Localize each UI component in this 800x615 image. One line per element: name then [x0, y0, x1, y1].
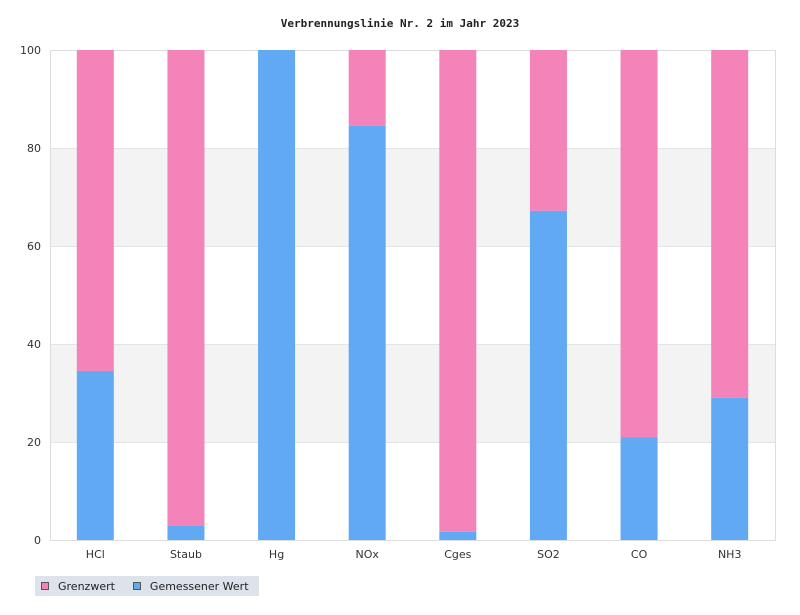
bar-grenzwert-so2[interactable] — [529, 50, 567, 211]
x-tick-label: SO2 — [537, 548, 560, 561]
legend-label-grenzwert: Grenzwert — [58, 579, 115, 593]
legend-swatch-gemessener-wert — [132, 582, 141, 590]
x-tick-label: HCl — [86, 548, 105, 561]
y-tick-label: 20 — [27, 436, 41, 449]
x-tick-label: Hg — [269, 548, 284, 561]
x-tick-label: NH3 — [718, 548, 742, 561]
x-axis-ticks: HCl Staub Hg NOx Cges SO2 CO NH3 — [86, 548, 742, 561]
y-tick-label: 0 — [34, 534, 41, 547]
legend-swatch-grenzwert — [41, 582, 49, 590]
legend-label-gemessener-wert: Gemessener Wert — [149, 579, 249, 593]
bar-grenzwert-co[interactable] — [620, 50, 658, 438]
bar-grenzwert-cges[interactable] — [439, 50, 477, 532]
stacked-bar-chart: Verbrennungslinie Nr. 2 im Jahr 2023 0 20… — [20, 17, 776, 561]
legend: Grenzwert Gemessener Wert — [35, 576, 259, 596]
y-tick-label: 40 — [27, 338, 41, 351]
bar-grenzwert-nh3[interactable] — [711, 50, 749, 398]
bar-gemessener-wert-so2[interactable] — [529, 210, 567, 540]
y-tick-label: 100 — [20, 44, 41, 57]
grid-band — [50, 148, 775, 246]
bar-grenzwert-nox[interactable] — [348, 50, 386, 126]
bar-gemessener-wert-cges[interactable] — [439, 531, 477, 540]
y-axis-ticks: 0 20 40 60 80 100 — [20, 44, 41, 547]
legend-item-gemessener-wert[interactable]: Gemessener Wert — [132, 579, 249, 593]
plot-area-frame — [50, 50, 776, 541]
grid-bands — [50, 50, 775, 541]
bars-group — [76, 50, 749, 540]
bar-gemessener-wert-hcl[interactable] — [76, 370, 114, 540]
bar-gemessener-wert-co[interactable] — [620, 437, 658, 540]
y-tick-label: 80 — [27, 142, 41, 155]
bar-grenzwert-hcl[interactable] — [76, 50, 114, 371]
legend-item-grenzwert[interactable]: Grenzwert — [41, 580, 115, 593]
x-tick-label: Staub — [170, 548, 202, 561]
x-tick-label: Cges — [444, 548, 471, 561]
bar-gemessener-wert-nh3[interactable] — [711, 397, 749, 540]
bar-gemessener-wert-staub[interactable] — [167, 525, 205, 540]
bar-gemessener-wert-nox[interactable] — [348, 125, 386, 540]
bar-grenzwert-staub[interactable] — [167, 50, 205, 526]
chart-title: Verbrennungslinie Nr. 2 im Jahr 2023 — [281, 17, 519, 30]
bar-gemessener-wert-hg[interactable] — [258, 50, 296, 540]
x-tick-label: CO — [631, 548, 648, 561]
grid-band — [50, 344, 775, 442]
y-tick-label: 60 — [27, 240, 41, 253]
x-tick-label: NOx — [355, 548, 379, 561]
